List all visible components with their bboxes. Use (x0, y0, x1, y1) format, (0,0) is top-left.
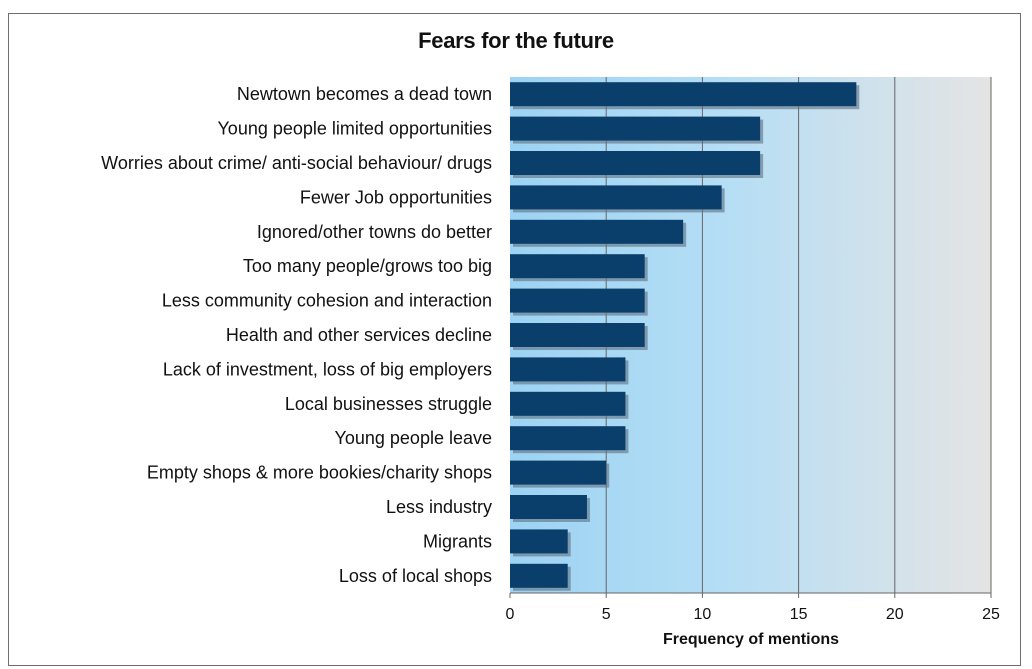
bar (510, 151, 761, 175)
category-label: Worries about crime/ anti-social behavio… (101, 153, 492, 173)
category-labels: Newtown becomes a dead town Young people … (101, 84, 492, 586)
category-label: Young people leave (335, 428, 492, 448)
bar (510, 426, 626, 451)
category-label: Ignored/other towns do better (257, 222, 492, 242)
category-label: Too many people/grows too big (243, 256, 492, 276)
x-tick-label: 5 (602, 606, 611, 623)
bar (510, 495, 587, 519)
x-axis-label: Frequency of mentions (662, 631, 840, 648)
category-label: Migrants (423, 531, 492, 551)
bar (510, 323, 645, 347)
category-label: Loss of local shops (339, 566, 492, 586)
x-tick-label: 20 (886, 606, 904, 623)
x-tick-labels: 0 5 10 15 20 25 (506, 593, 1000, 623)
category-label: Lack of investment, loss of big employer… (163, 359, 492, 379)
chart-title: Fears for the future (418, 28, 614, 53)
bar (510, 254, 645, 279)
category-label: Less industry (386, 497, 492, 517)
bar (510, 219, 684, 244)
bar (510, 460, 607, 485)
bar (510, 116, 761, 141)
category-label: Less community cohesion and interaction (162, 291, 492, 311)
bar (510, 185, 722, 210)
category-label: Newtown becomes a dead town (237, 84, 492, 104)
bar (510, 529, 568, 554)
category-label: Fewer Job opportunities (300, 187, 492, 207)
bar (510, 82, 857, 107)
category-label: Health and other services decline (226, 325, 492, 345)
x-tick-label: 10 (694, 606, 712, 623)
category-label: Local businesses struggle (285, 394, 492, 414)
gridlines (605, 77, 992, 593)
bar (510, 357, 626, 382)
x-tick-label: 0 (506, 606, 515, 623)
category-label: Empty shops & more bookies/charity shops (147, 463, 492, 483)
bar (510, 391, 626, 416)
x-tick-label: 25 (982, 606, 1000, 623)
x-tick-label: 15 (790, 606, 808, 623)
category-label: Young people limited opportunities (217, 119, 492, 139)
bar (510, 563, 568, 588)
bars (510, 82, 860, 591)
bar (510, 288, 645, 313)
